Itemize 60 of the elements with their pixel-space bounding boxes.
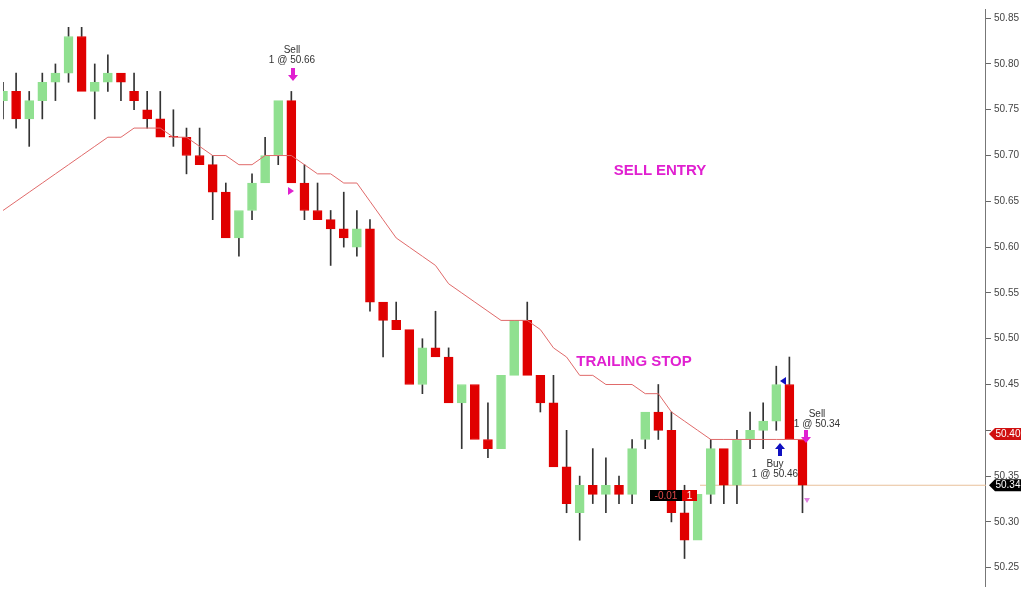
candlestick: [483, 402, 493, 459]
annotation: TRAILING STOP: [576, 352, 692, 370]
candlestick: [574, 475, 585, 541]
y-tick-label: 50.30: [993, 515, 1020, 527]
candlestick: [758, 402, 768, 449]
annotation: Sell 1 @ 50.34: [793, 407, 841, 429]
candlestick: [640, 411, 651, 449]
candlestick: [207, 155, 218, 220]
candlestick: [627, 439, 637, 504]
candlestick: [378, 301, 388, 358]
candlestick: [456, 384, 467, 449]
candlestick: [24, 91, 35, 147]
annotation: Sell 1 @ 50.66: [268, 43, 316, 65]
candlestick: [509, 320, 519, 376]
candlestick: [338, 191, 349, 248]
y-tick-label: 50.70: [993, 149, 1020, 161]
y-tick-label: 50.75: [993, 103, 1020, 115]
candlestick: [732, 429, 742, 504]
annotation: 1: [686, 489, 693, 501]
y-tick-label: 50.80: [993, 57, 1020, 69]
y-tick-label: 50.60: [993, 240, 1020, 252]
candlestick: [587, 448, 598, 504]
annotation: -0.01: [654, 489, 678, 501]
y-tick-label: 50.55: [993, 286, 1020, 298]
candlestick: [11, 72, 21, 129]
candlestick: [103, 54, 113, 92]
text: 50.40: [995, 427, 1021, 439]
y-tick-label: 50.85: [993, 11, 1020, 23]
y-tick-label: 50.45: [993, 378, 1020, 390]
annotation: Buy 1 @ 50.46: [751, 457, 799, 479]
y-tick-label: 50.65: [993, 195, 1020, 207]
candlestick: [89, 63, 100, 120]
candlestick: [142, 91, 152, 129]
y-tick-label: 50.25: [993, 561, 1020, 573]
annotation: SELL ENTRY: [613, 161, 707, 179]
candlestick: [496, 375, 506, 449]
candlestick: [745, 411, 755, 449]
candlestick: [129, 72, 139, 111]
candlestick: [37, 72, 48, 120]
candlestick: [234, 210, 244, 257]
candlestick: [247, 173, 257, 220]
candlestick: [614, 475, 624, 504]
candlestick: [391, 301, 402, 330]
candlestick: [155, 91, 166, 138]
y-tick-label: 50.35: [993, 469, 1020, 481]
candlestick: [601, 457, 611, 514]
candlestick: [116, 72, 126, 101]
candlestick: [404, 329, 415, 385]
candlestick: [705, 439, 716, 504]
candlestick: [653, 384, 664, 440]
candlestick: [365, 219, 375, 312]
candlestick: [352, 210, 362, 257]
candlestick: [220, 182, 231, 239]
candlestick: [522, 301, 533, 376]
ref-line-label: 50.34: [995, 479, 1021, 490]
candlestick: [470, 384, 480, 440]
y-tick-label: 50.50: [993, 332, 1020, 344]
candlestick: [260, 136, 270, 184]
candlestick: [719, 448, 729, 504]
candlestick: [273, 100, 284, 166]
